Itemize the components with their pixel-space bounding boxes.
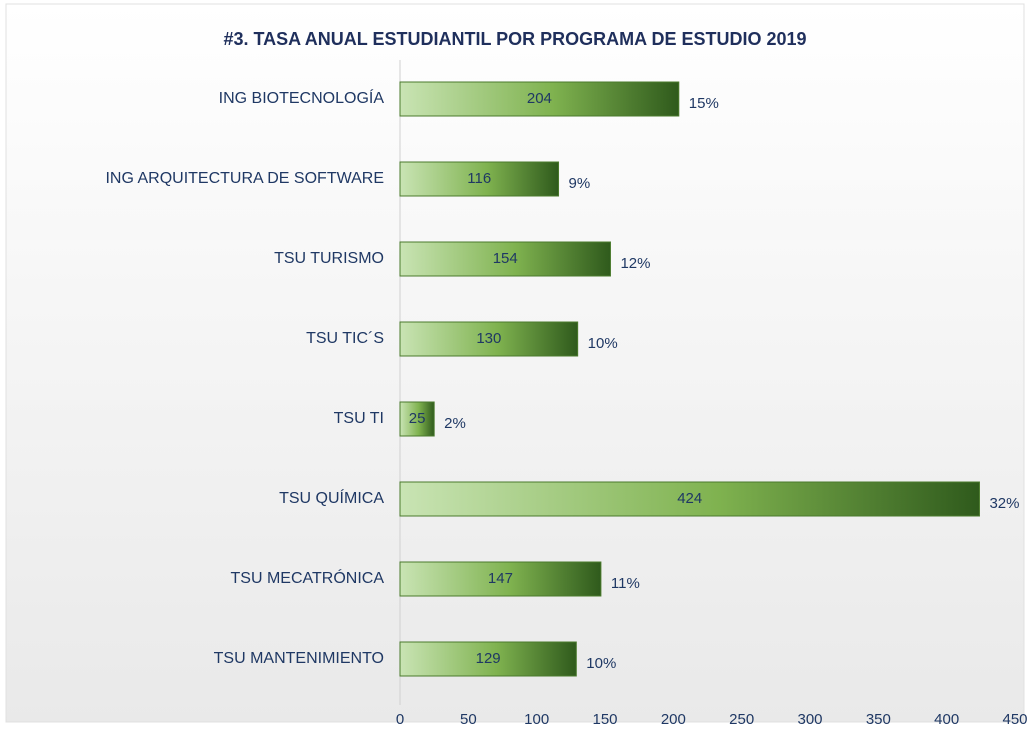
- x-tick-label: 0: [396, 711, 404, 728]
- percent-label: 32%: [989, 495, 1019, 512]
- value-label: 424: [677, 490, 702, 507]
- bar: [399, 561, 602, 597]
- bar: [399, 321, 579, 357]
- x-tick-label: 100: [524, 711, 549, 728]
- y-tick-label: ING BIOTECNOLOGÍA: [219, 88, 385, 107]
- x-tick-label: 150: [592, 711, 617, 728]
- bar: [399, 81, 680, 117]
- x-tick-label: 350: [866, 711, 891, 728]
- background: [5, 3, 1025, 723]
- value-label: 130: [476, 330, 501, 347]
- value-label: 204: [527, 90, 552, 107]
- y-tick-label: TSU MANTENIMIENTO: [214, 650, 384, 667]
- x-tick-label: 450: [1002, 711, 1027, 728]
- value-label: 25: [409, 410, 426, 427]
- x-tick-label: 200: [661, 711, 686, 728]
- x-tick-label: 300: [797, 711, 822, 728]
- value-label: 129: [476, 650, 501, 667]
- chart-title: #3. TASA ANUAL ESTUDIANTIL POR PROGRAMA …: [223, 29, 806, 49]
- bar: [399, 641, 577, 677]
- bar: [399, 401, 435, 437]
- x-tick-label: 250: [729, 711, 754, 728]
- bar: [399, 481, 980, 517]
- y-tick-label: ING ARQUITECTURA DE SOFTWARE: [105, 170, 384, 187]
- x-tick-label: 400: [934, 711, 959, 728]
- percent-label: 10%: [586, 655, 616, 672]
- percent-label: 15%: [689, 95, 719, 112]
- percent-label: 9%: [569, 175, 591, 192]
- y-tick-label: TSU TI: [334, 410, 384, 427]
- percent-label: 12%: [620, 255, 650, 272]
- percent-label: 10%: [588, 335, 618, 352]
- y-tick-label: TSU TIC´S: [306, 330, 384, 347]
- value-label: 147: [488, 570, 513, 587]
- value-label: 116: [467, 170, 491, 187]
- bar: [399, 241, 611, 277]
- y-tick-label: TSU QUÍMICA: [279, 488, 384, 507]
- value-label: 154: [493, 250, 518, 267]
- bar: [399, 161, 560, 197]
- percent-label: 11%: [611, 575, 640, 592]
- percent-label: 2%: [444, 415, 466, 432]
- y-tick-label: TSU TURISMO: [274, 250, 384, 267]
- x-tick-label: 50: [460, 711, 477, 728]
- y-tick-label: TSU MECATRÓNICA: [231, 568, 385, 587]
